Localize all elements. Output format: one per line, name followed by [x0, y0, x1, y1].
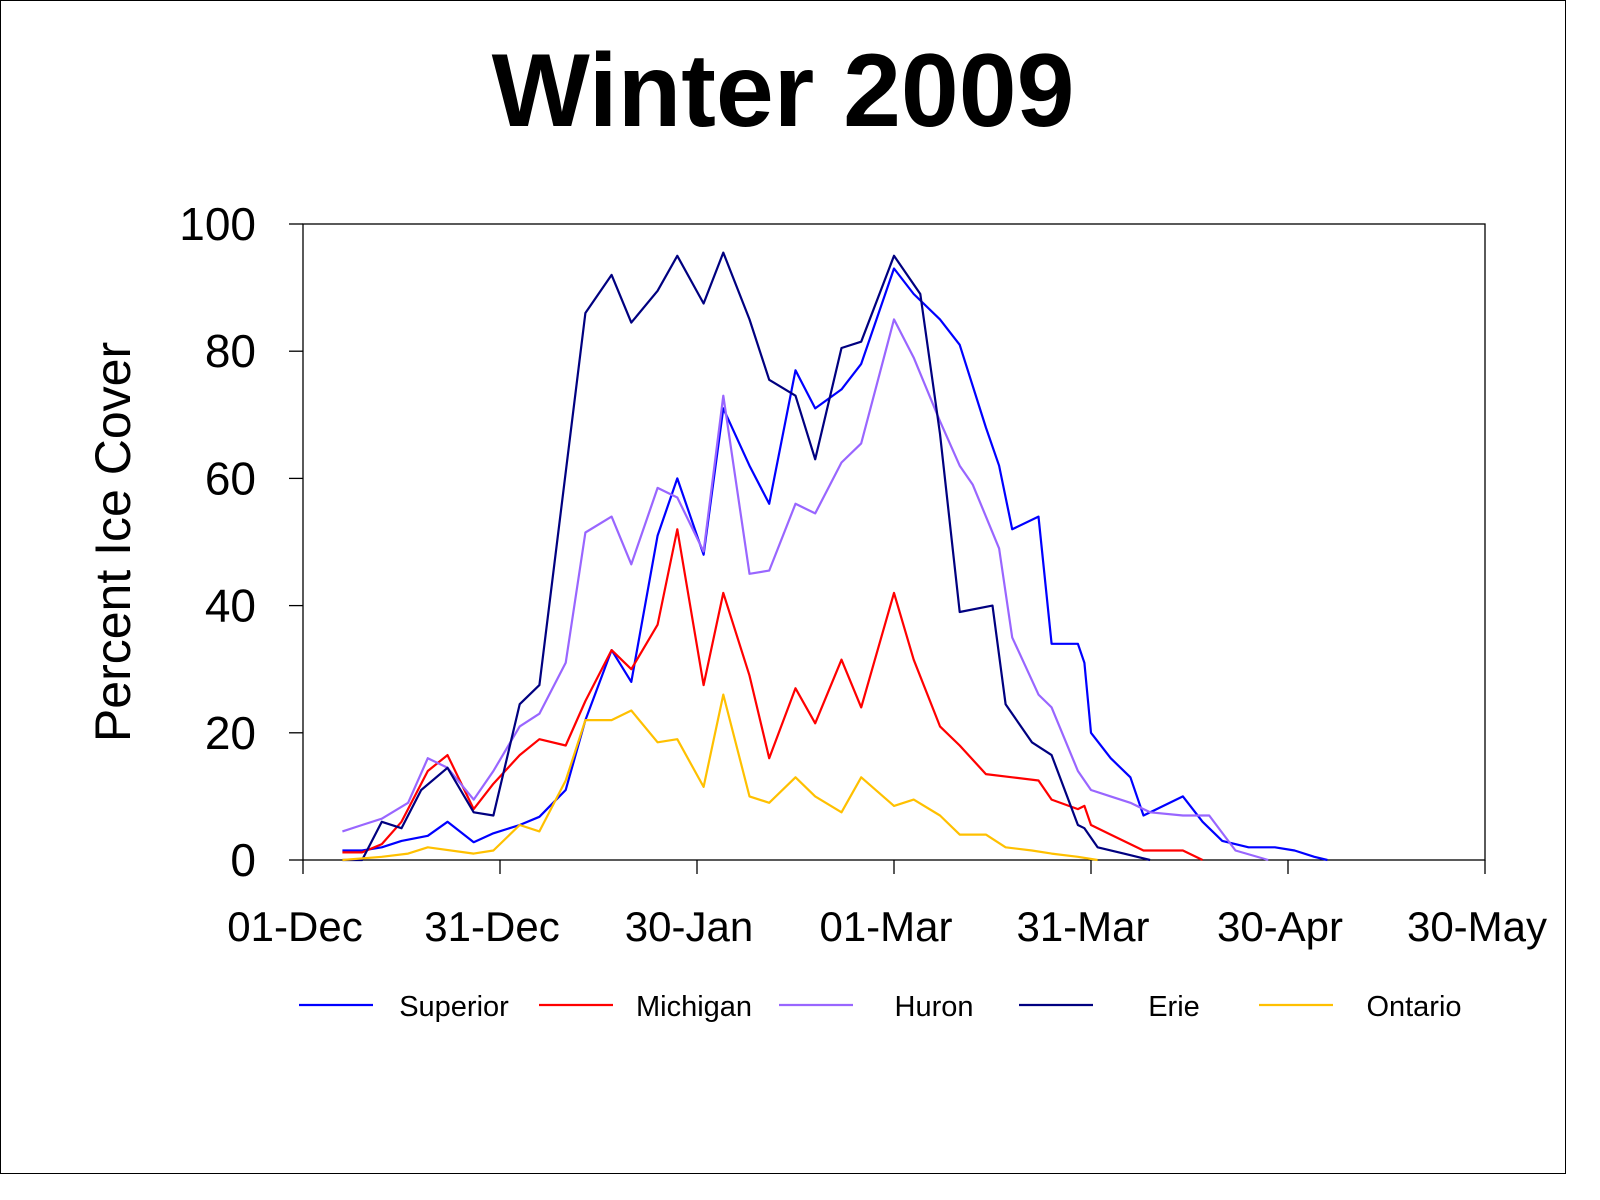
x-tick-label: 31-Dec	[424, 903, 559, 950]
legend-label: Erie	[1148, 991, 1200, 1023]
series-line-ontario	[342, 693, 1098, 862]
legend-label: Superior	[399, 991, 509, 1023]
x-tick-label: 31-Mar	[1016, 903, 1149, 950]
series-line-erie	[342, 251, 1151, 862]
y-tick-label: 60	[205, 452, 256, 504]
legend-label: Michigan	[636, 991, 752, 1023]
x-tick-label: 01-Dec	[227, 903, 362, 950]
y-tick-label: 0	[230, 834, 256, 886]
x-tick-label: 30-Jan	[625, 903, 753, 950]
y-tick-label: 80	[205, 325, 256, 377]
series-line-huron	[342, 318, 1269, 862]
y-tick-label: 100	[179, 198, 256, 250]
x-axis: 01-Dec 31-Dec 30-Jan 01-Mar 31-Mar 30-Apr 30-M…	[227, 860, 1547, 950]
y-axis-label: Percent Ice Cover	[85, 342, 141, 742]
legend: Superior Michigan Huron Erie Ontario	[299, 991, 1462, 1023]
chart-title: Winter 2009	[492, 33, 1075, 149]
series-line-superior	[342, 267, 1328, 862]
series-lines	[342, 251, 1328, 862]
x-tick-label: 30-Apr	[1217, 903, 1343, 950]
y-tick-label: 20	[205, 707, 256, 759]
series-line-michigan	[342, 528, 1204, 861]
chart-frame	[0, 0, 1566, 1174]
y-tick-label: 40	[205, 580, 256, 632]
x-tick-label: 01-Mar	[819, 903, 952, 950]
legend-label: Ontario	[1366, 991, 1461, 1023]
legend-label: Huron	[895, 991, 974, 1023]
y-axis: 0 20 40 60 80 100	[179, 198, 303, 886]
x-tick-label: 30-May	[1407, 903, 1547, 950]
